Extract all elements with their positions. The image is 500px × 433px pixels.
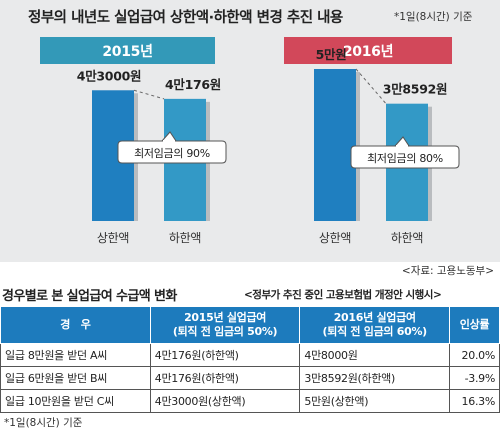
callout-label: 최저임금의 80%: [367, 152, 443, 165]
year-badge: [284, 37, 452, 64]
header-2015: 2015년 실업급여 (퇴직 전 임금의 50%): [149, 306, 301, 344]
benefit-table: 경 우 2015년 실업급여 (퇴직 전 임금의 50%) 2016년 실업급여…: [0, 306, 500, 413]
year-badge-label: 2016년: [343, 44, 393, 60]
year-badge: [40, 37, 215, 64]
cell-rate: 16.3%: [449, 389, 500, 413]
table-header-row: 경 우 2015년 실업급여 (퇴직 전 임금의 50%) 2016년 실업급여…: [0, 306, 500, 344]
callout-label: 최저임금의 90%: [134, 147, 210, 160]
header-2015-sub: (퇴직 전 임금의 50%): [172, 325, 278, 338]
data-label: 3만8592원: [383, 82, 447, 97]
table-heading: 경우별로 본 실업급여 수급액 변화: [2, 289, 177, 304]
table-row: 일급 10만원을 받던 C씨 4만3000원(상한액) 5만원(상한액) 16.…: [0, 389, 500, 413]
cell-case: 일급 10만원을 받던 C씨: [0, 389, 151, 413]
cell-2016: 5만원(상한액): [299, 389, 451, 413]
cell-case: 일급 8만원을 받던 A씨: [0, 343, 151, 367]
header-2016-label: 2016년 실업급여: [333, 311, 416, 324]
data-label: 4만3000원: [77, 68, 141, 83]
footnote: *1일(8시간) 기준: [4, 417, 83, 429]
cell-2016: 3만8592원(하한액): [299, 366, 451, 390]
table-row: 일급 8만원을 받던 A씨 4만176원(하한액) 4만8000원 20.0%: [0, 343, 500, 367]
cell-2015: 4만3000원(상한액): [149, 389, 301, 413]
category-label: 상한액: [319, 231, 351, 245]
header-case: 경 우: [0, 306, 151, 344]
connector-line: [355, 68, 387, 105]
callout-bubble: [350, 145, 460, 169]
source-note: <자료: 고용노동부>: [401, 265, 494, 277]
category-label: 하한액: [391, 231, 423, 245]
callout-bubble: [117, 140, 227, 164]
cell-2016: 4만8000원: [299, 343, 451, 367]
header-rate: 인상률: [449, 306, 500, 344]
cell-2015: 4만176원(하한액): [149, 366, 301, 390]
header-2016-sub: (퇴직 전 임금의 60%): [322, 325, 428, 338]
chart-title: 정부의 내년도 실업급여 상한액·하한액 변경 추진 내용: [28, 10, 343, 26]
data-label: 4만176원: [165, 77, 221, 92]
cell-rate: 20.0%: [449, 343, 500, 367]
cell-case: 일급 6만원을 받던 B씨: [0, 366, 151, 390]
table-subheading: <정부가 추진 중인 고용보험법 개정안 시행시>: [244, 289, 442, 301]
chart-note: *1일(8시간) 기준: [394, 11, 473, 23]
header-rate-label: 인상률: [459, 318, 490, 331]
header-2016: 2016년 실업급여 (퇴직 전 임금의 60%): [299, 306, 451, 344]
connector-line: [133, 89, 165, 100]
cell-rate: -3.9%: [449, 366, 500, 390]
year-badge-label: 2015년: [102, 44, 152, 60]
table-row: 일급 6만원을 받던 B씨 4만176원(하한액) 3만8592원(하한액) -…: [0, 366, 500, 390]
data-label: 5만원: [316, 47, 347, 62]
category-label: 상한액: [97, 231, 129, 245]
bar: [314, 69, 356, 221]
category-label: 하한액: [169, 231, 201, 245]
header-2015-label: 2015년 실업급여: [184, 311, 267, 324]
cell-2015: 4만176원(하한액): [149, 343, 301, 367]
header-case-label: 경 우: [60, 318, 91, 331]
